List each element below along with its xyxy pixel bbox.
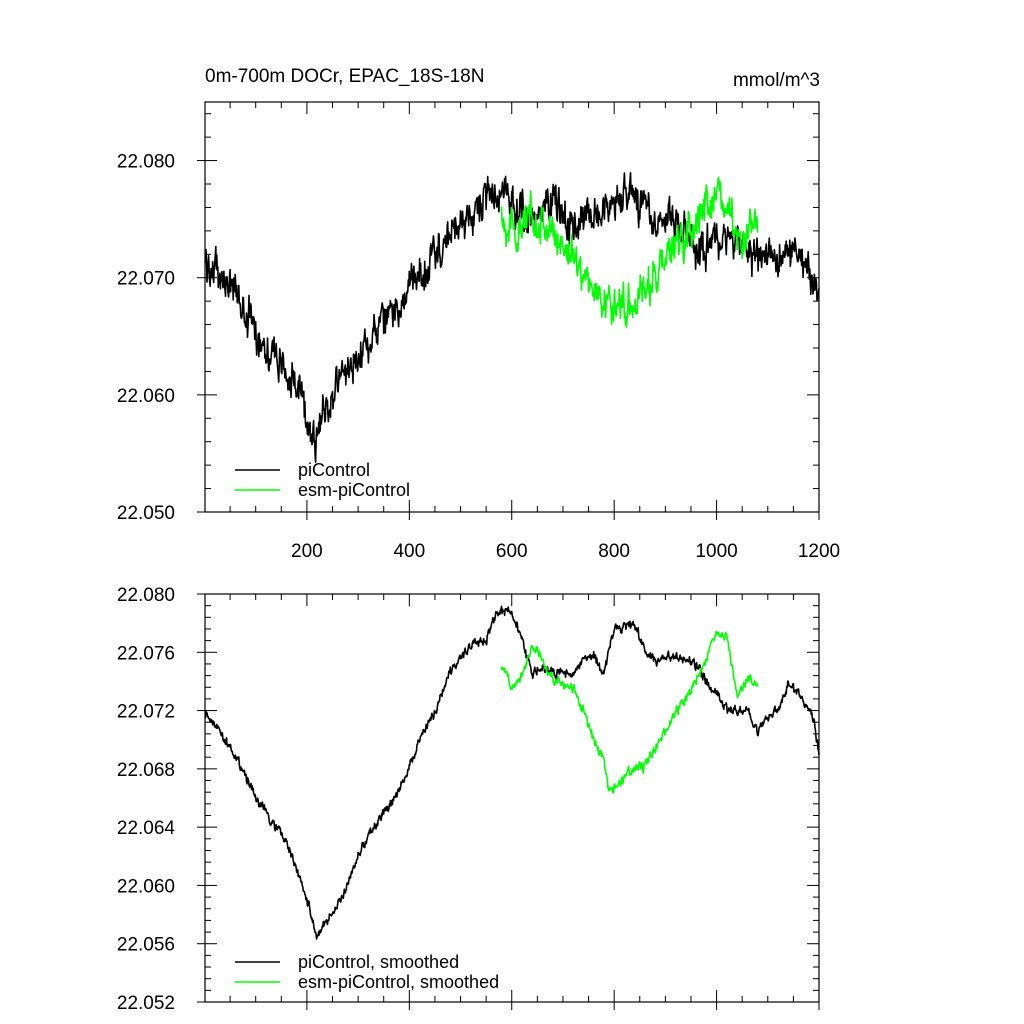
- x-tick-label: 800: [598, 541, 630, 562]
- top-plot-frame: [204, 101, 820, 513]
- top-ticks: [197, 102, 820, 520]
- legend-label: esm-piControl, smoothed: [298, 972, 499, 992]
- y-tick-label: 22.064: [117, 818, 176, 839]
- x-tick-label: 200: [291, 541, 323, 562]
- y-tick-label: 22.052: [117, 993, 175, 1014]
- series-line-picontrol-smoothed: [204, 605, 820, 940]
- legend-label: piControl: [298, 460, 370, 480]
- bottom-panel: 22.052 22.056 22.060 22.064 22.068 22.072 22.0…: [117, 585, 820, 1014]
- x-tick-label: 1200: [798, 541, 840, 562]
- y-tick-label: 22.072: [117, 702, 175, 723]
- y-tick-label: 22.060: [117, 876, 175, 897]
- bottom-series-layer: [204, 605, 820, 940]
- y-tick-label: 22.056: [117, 935, 175, 956]
- legend-label: esm-piControl: [298, 480, 410, 500]
- y-tick-label: 22.070: [117, 269, 175, 290]
- top-chart-units: mmol/m^3: [733, 70, 820, 91]
- y-tick-label: 22.068: [117, 760, 175, 781]
- top-tick-labels: 200 400 600 800 1000 1200 22.050 22.060 22.070 22…: [117, 152, 840, 562]
- y-tick-label: 22.060: [117, 386, 175, 407]
- y-tick-label: 22.080: [117, 152, 175, 173]
- series-line-esm-picontrol-smoothed: [500, 630, 759, 794]
- series-line-esm-picontrol: [500, 176, 759, 328]
- x-tick-label: 600: [496, 541, 528, 562]
- top-series-layer: [204, 171, 820, 463]
- bottom-ticks: [197, 593, 820, 1010]
- x-tick-label: 1000: [695, 541, 737, 562]
- legend-label: piControl, smoothed: [298, 952, 459, 972]
- y-tick-label: 22.076: [117, 643, 175, 664]
- series-line-picontrol: [204, 171, 820, 463]
- bottom-tick-labels: 22.052 22.056 22.060 22.064 22.068 22.072 22.0…: [117, 585, 176, 1014]
- bottom-plot-frame: [204, 593, 820, 1003]
- top-panel: 0m-700m DOCr, EPAC_18S-18N mmol/m^3 200 4…: [117, 66, 840, 562]
- y-tick-label: 22.080: [117, 585, 175, 606]
- top-chart-title: 0m-700m DOCr, EPAC_18S-18N: [205, 66, 484, 87]
- y-tick-label: 22.050: [117, 503, 175, 524]
- x-tick-label: 400: [393, 541, 425, 562]
